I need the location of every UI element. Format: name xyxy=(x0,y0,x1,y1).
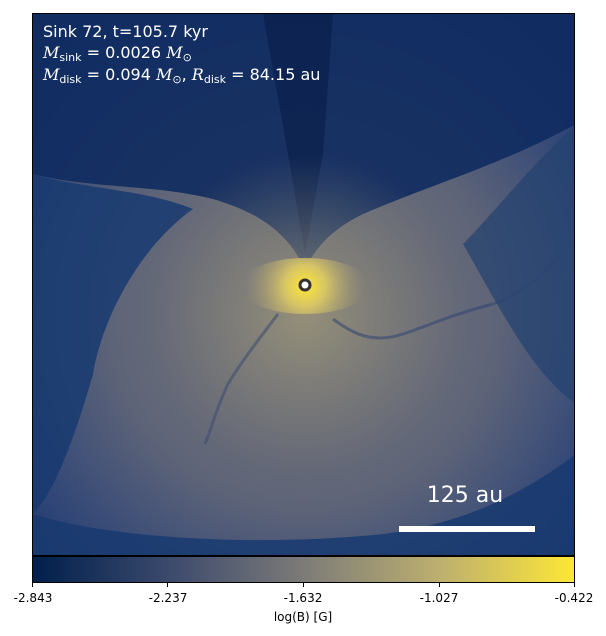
colorbar-tick xyxy=(167,583,168,587)
scale-bar xyxy=(399,526,535,532)
colorbar-tick-label: -2.237 xyxy=(148,591,188,605)
magnetic-field-map: Sink 72, t=105.7 kyr Msink = 0.0026 M⊙ M… xyxy=(32,13,575,556)
colorbar xyxy=(32,556,575,583)
colorbar-tick-label: -1.027 xyxy=(419,591,459,605)
colorbar-label: log(B) [G] xyxy=(273,610,333,624)
colorbar-tick xyxy=(303,583,304,587)
disk-mass-radius: Mdisk = 0.094 M⊙, Rdisk = 84.15 au xyxy=(43,65,321,86)
field-image xyxy=(33,14,574,555)
colorbar-tick-label: -0.422 xyxy=(554,591,594,605)
colorbar-tick xyxy=(32,583,33,587)
colorbar-tick-label: -1.632 xyxy=(283,591,323,605)
colorbar-tick-label: -2.843 xyxy=(13,591,53,605)
sink-mass: Msink = 0.0026 M⊙ xyxy=(43,43,192,64)
colorbar-tick xyxy=(574,583,575,587)
sink-info: Sink 72, t=105.7 kyr xyxy=(43,22,208,41)
scale-bar-label: 125 au xyxy=(426,483,504,508)
colorbar-tick xyxy=(439,583,440,587)
sink-marker xyxy=(298,278,312,292)
